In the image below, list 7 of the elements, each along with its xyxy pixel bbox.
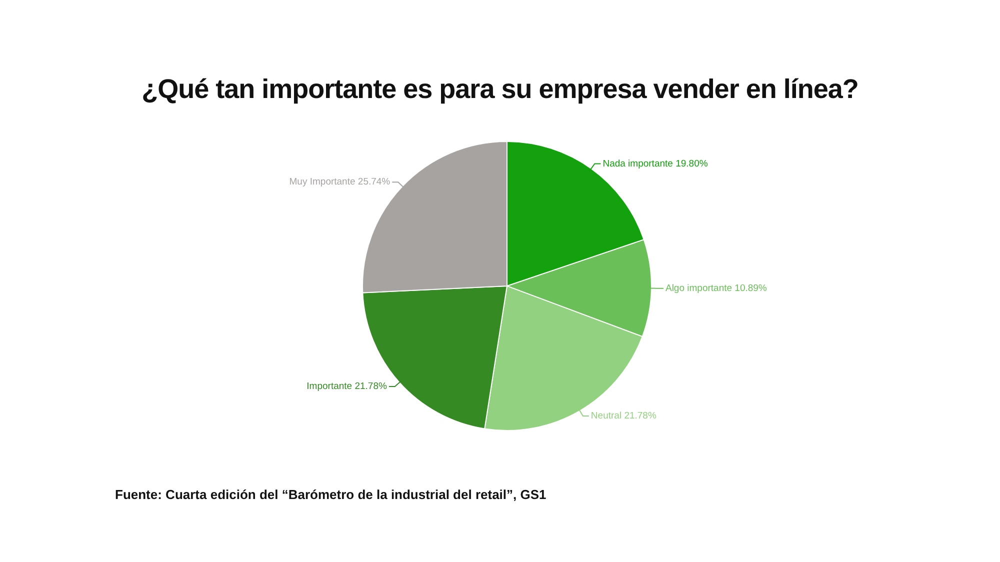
slice-label: Importante 21.78% [306, 381, 388, 392]
chart-title: ¿Qué tan importante es para su empresa vender en línea? [140, 74, 860, 105]
slice-label: Algo importante 10.89% [665, 282, 768, 294]
slice-label: Muy Importante 25.74% [289, 176, 391, 188]
slice-label: Nada importante 19.80% [602, 158, 708, 170]
slice-label: Neutral 21.78% [590, 410, 657, 422]
source-note: Fuente: Cuarta edición del “Barómetro de la industrial del retail”, GS1 [115, 487, 546, 502]
